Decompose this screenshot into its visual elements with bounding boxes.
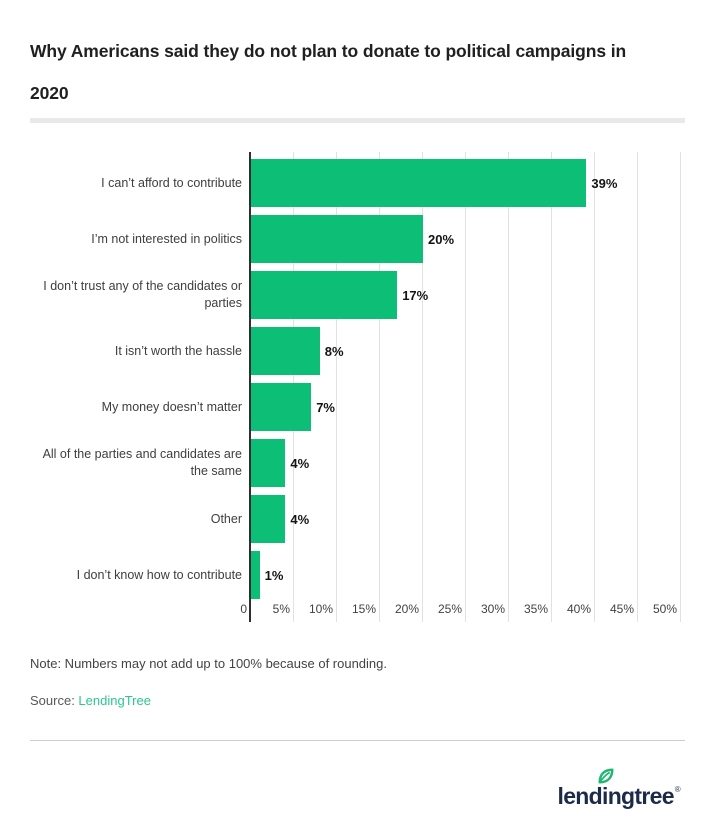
x-tick-label: 25% xyxy=(437,602,462,616)
category-label: I don’t trust any of the candidates or p… xyxy=(43,279,242,310)
chart-bar xyxy=(251,327,320,375)
category-label: My money doesn’t matter xyxy=(101,399,242,414)
chart-axis-line xyxy=(249,152,251,622)
x-tick-label: 20% xyxy=(394,602,419,616)
chart-gridline xyxy=(422,152,423,622)
x-tick-label: 10% xyxy=(308,602,333,616)
value-label: 7% xyxy=(316,399,335,415)
logo-text-right: ngtree xyxy=(607,783,675,809)
x-tick-label: 50% xyxy=(652,602,677,616)
chart-bar xyxy=(251,439,286,487)
value-label: 39% xyxy=(591,175,618,191)
source-line: Source: LendingTree xyxy=(30,693,685,708)
chart-gridline xyxy=(637,152,638,622)
bar-chart: 0 5% 10% 15% 20% 25% 30% 35% 40% 45% 50% I can’t af… xyxy=(30,152,685,622)
value-label: 4% xyxy=(290,511,310,527)
category-label: Other xyxy=(210,511,242,526)
chart-gridline xyxy=(594,152,595,622)
logo-i: i xyxy=(598,768,614,810)
chart-gridline xyxy=(336,152,337,622)
category-label: All of the parties and candidates are th… xyxy=(42,447,242,478)
chart-bar xyxy=(251,159,587,207)
x-tick-label: 35% xyxy=(523,602,548,616)
chart-bar xyxy=(251,551,260,599)
x-tick-label: 5% xyxy=(272,602,290,616)
chart-gridline xyxy=(680,152,681,622)
value-label: 4% xyxy=(290,455,310,471)
chart-gridline xyxy=(508,152,509,622)
x-tick-label: 45% xyxy=(609,602,634,616)
category-label: I can’t afford to contribute xyxy=(101,175,242,190)
logo-leaf-icon xyxy=(598,768,614,784)
source-link[interactable]: LendingTree xyxy=(78,693,151,708)
chart-gridline xyxy=(465,152,466,622)
value-label: 8% xyxy=(324,343,344,359)
chart-bar xyxy=(251,495,286,543)
category-label: It isn’t worth the hassle xyxy=(114,343,242,358)
value-label: 20% xyxy=(428,231,455,247)
chart-bar xyxy=(251,383,312,431)
page-title: Why Americans said they do not plan to d… xyxy=(30,41,627,103)
chart-bar xyxy=(251,215,423,263)
x-tick-label: 40% xyxy=(566,602,591,616)
x-tick-label: 0 xyxy=(240,602,247,616)
note-text: Note: Numbers may not add up to 100% bec… xyxy=(30,656,387,671)
x-tick-label: 15% xyxy=(351,602,376,616)
x-tick-label: 30% xyxy=(480,602,505,616)
value-label: 17% xyxy=(402,287,429,303)
source-label: Source: xyxy=(30,693,79,708)
title-divider xyxy=(30,118,685,123)
value-label: 1% xyxy=(264,567,284,583)
chart-gridline xyxy=(379,152,380,622)
registered-mark: ® xyxy=(674,785,681,794)
category-label: I don’t know how to contribute xyxy=(76,567,242,582)
lendingtree-logo: lend ingtree® xyxy=(557,767,681,810)
chart-gridline xyxy=(551,152,552,622)
logo-text-left: lend xyxy=(557,783,603,809)
category-label: I’m not interested in politics xyxy=(91,231,242,246)
chart-bar xyxy=(251,271,398,319)
footer-divider xyxy=(30,740,685,741)
